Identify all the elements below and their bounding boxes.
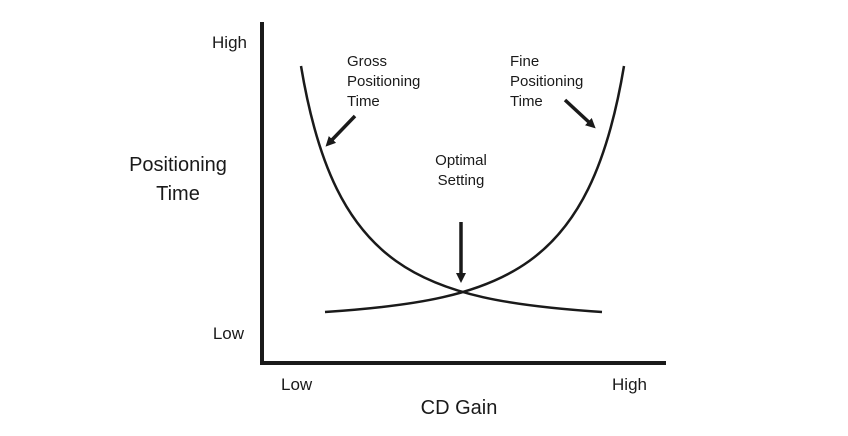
fine-curve-label-line-1: Fine [510,53,539,70]
y-axis-low-label: Low [213,324,245,343]
gross-curve-label-line-1: Gross [347,53,387,70]
fine-curve-label-line-3: Time [510,93,543,110]
gross-curve-pointer-arrow [325,114,357,147]
gross-curve-label-line-2: Positioning [347,73,420,90]
gross-curve-label-line-3: Time [347,93,380,110]
x-axis-title: CD Gain [421,397,498,419]
gross-positioning-time-curve [299,65,603,314]
fine-curve-pointer-arrow [563,98,596,129]
y-axis-title-line-1: Positioning [129,154,227,176]
fine-curve-label-line-2: Positioning [510,73,583,90]
x-axis-high-label: High [612,375,647,394]
fine-positioning-time-curve [324,65,626,314]
x-axis-low-label: Low [281,375,313,394]
y-axis-high-label: High [212,33,247,52]
optimal-setting-label-line-2: Setting [438,172,485,189]
optimal-setting-label-line-1: Optimal [435,152,487,169]
y-axis-title-line-2: Time [156,183,200,205]
